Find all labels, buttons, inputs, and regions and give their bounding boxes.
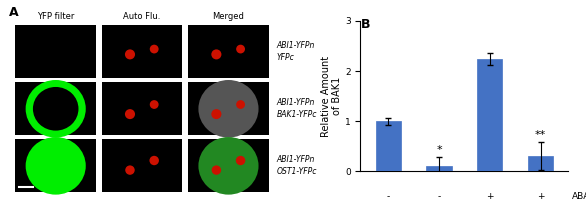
Text: ABI1-YFPn
YFPc: ABI1-YFPn YFPc bbox=[277, 41, 315, 62]
Bar bbox=[15, 139, 96, 192]
Ellipse shape bbox=[199, 137, 258, 195]
Ellipse shape bbox=[125, 109, 135, 119]
Bar bbox=[528, 156, 553, 171]
Bar bbox=[188, 25, 269, 78]
Text: ABA: ABA bbox=[572, 192, 586, 201]
Text: YFP filter: YFP filter bbox=[37, 12, 74, 21]
Text: +: + bbox=[486, 192, 493, 201]
Text: Auto Flu.: Auto Flu. bbox=[124, 12, 161, 21]
Bar bbox=[477, 59, 502, 171]
Ellipse shape bbox=[150, 100, 159, 109]
Ellipse shape bbox=[150, 45, 159, 54]
Text: -: - bbox=[437, 192, 441, 201]
Text: **: ** bbox=[535, 130, 546, 140]
Text: ABI1-YFPn
OST1-YFPc: ABI1-YFPn OST1-YFPc bbox=[277, 155, 317, 176]
Text: A: A bbox=[9, 6, 19, 19]
Bar bbox=[15, 25, 96, 78]
Ellipse shape bbox=[26, 137, 86, 195]
Ellipse shape bbox=[236, 156, 246, 165]
Bar bbox=[376, 121, 401, 171]
Text: Merged: Merged bbox=[213, 12, 244, 21]
Bar bbox=[15, 82, 96, 135]
Ellipse shape bbox=[125, 49, 135, 59]
Bar bbox=[102, 25, 182, 78]
Ellipse shape bbox=[149, 156, 159, 165]
Bar bbox=[188, 139, 269, 192]
Ellipse shape bbox=[236, 45, 245, 54]
Ellipse shape bbox=[125, 165, 135, 175]
Ellipse shape bbox=[199, 80, 258, 138]
Bar bbox=[102, 139, 182, 192]
Y-axis label: Relative Amount
of BAK1: Relative Amount of BAK1 bbox=[321, 56, 342, 137]
Text: -: - bbox=[387, 192, 390, 201]
Text: *: * bbox=[436, 145, 442, 155]
Text: +: + bbox=[537, 192, 544, 201]
Bar bbox=[427, 166, 452, 171]
Ellipse shape bbox=[212, 109, 222, 119]
Ellipse shape bbox=[212, 165, 221, 175]
Ellipse shape bbox=[33, 87, 79, 131]
Bar bbox=[188, 82, 269, 135]
Ellipse shape bbox=[26, 80, 86, 138]
Text: B: B bbox=[360, 18, 370, 31]
Text: ABI1-YFPn
BAK1-YFPc: ABI1-YFPn BAK1-YFPc bbox=[277, 98, 317, 119]
Ellipse shape bbox=[236, 100, 245, 109]
Bar bbox=[102, 82, 182, 135]
Ellipse shape bbox=[212, 49, 222, 59]
